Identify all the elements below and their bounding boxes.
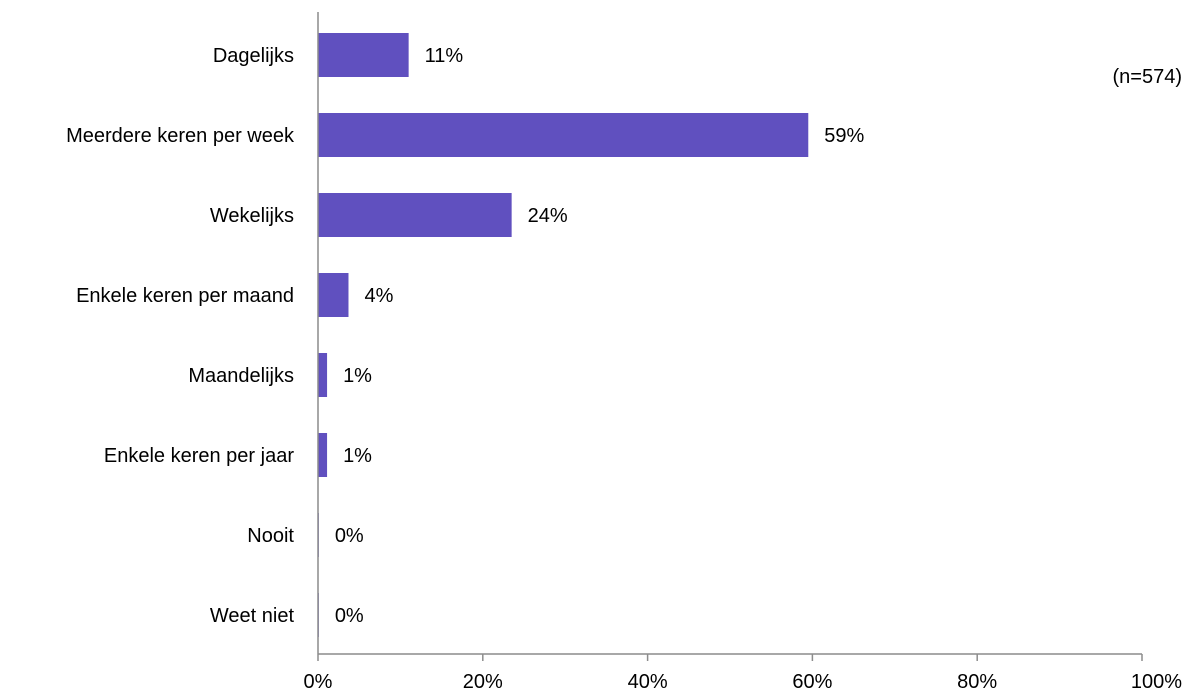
bar bbox=[318, 433, 328, 477]
bar bbox=[318, 193, 512, 237]
data-label: 1% bbox=[343, 445, 372, 467]
data-label: 59% bbox=[824, 125, 864, 147]
category-label: Meerdere keren per week bbox=[66, 125, 295, 147]
bar bbox=[318, 273, 349, 317]
category-label: Enkele keren per maand bbox=[76, 285, 294, 307]
axes-group: 0% 20% 40% 60% 80% 100% bbox=[304, 12, 1182, 693]
bars-group: Dagelijks 11% Meerdere keren per week 59% We… bbox=[66, 33, 865, 637]
x-tick-label: 0% bbox=[304, 671, 333, 693]
bar bbox=[318, 353, 328, 397]
bar bbox=[318, 33, 409, 77]
data-label: 0% bbox=[335, 605, 364, 627]
data-label: 1% bbox=[343, 365, 372, 387]
x-tick-label: 60% bbox=[792, 671, 832, 693]
category-label: Nooit bbox=[247, 525, 294, 547]
data-label: 0% bbox=[335, 525, 364, 547]
category-label: Enkele keren per jaar bbox=[104, 445, 294, 467]
x-tick-label: 40% bbox=[628, 671, 668, 693]
bar bbox=[318, 113, 809, 157]
sample-size-note: (n=574) bbox=[1113, 66, 1183, 88]
category-label: Wekelijks bbox=[210, 205, 294, 227]
data-label: 24% bbox=[528, 205, 568, 227]
category-label: Dagelijks bbox=[213, 45, 294, 67]
x-tick-label: 80% bbox=[957, 671, 997, 693]
category-label: Maandelijks bbox=[188, 365, 294, 387]
data-label: 11% bbox=[425, 45, 464, 67]
x-tick-label: 20% bbox=[463, 671, 503, 693]
data-label: 4% bbox=[364, 285, 393, 307]
category-label: Weet niet bbox=[210, 605, 295, 627]
x-tick-label: 100% bbox=[1131, 671, 1182, 693]
